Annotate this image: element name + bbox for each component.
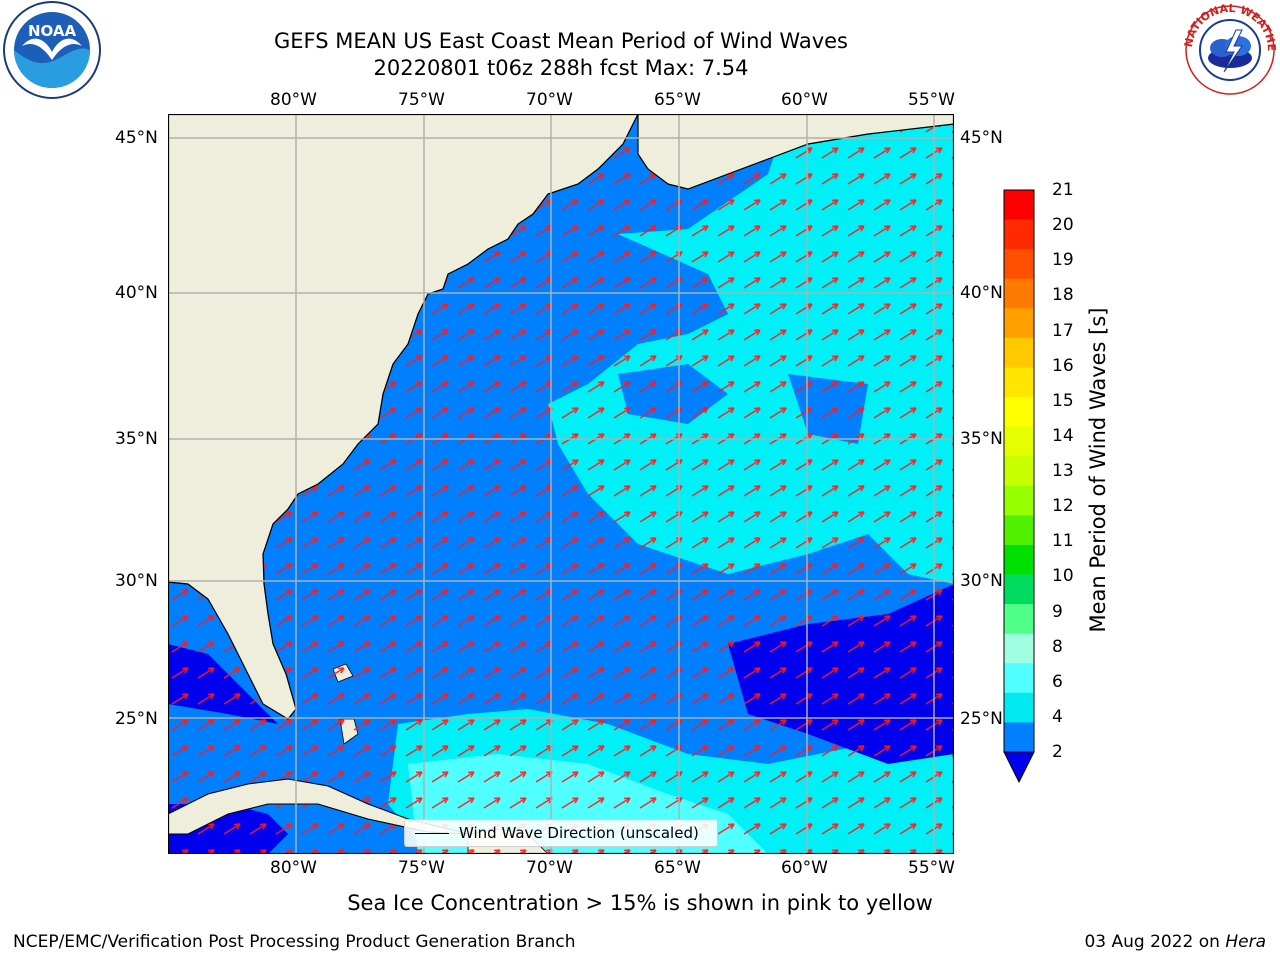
colorbar-segment — [1004, 515, 1034, 546]
lon-tick-top-80: 80°W — [270, 90, 317, 110]
colorbar-tick-label: 9 — [1052, 601, 1063, 622]
colorbar-ticks: 21 20 19 18 17 16 15 14 13 12 11 10 9 8 6 4 2 — [1052, 0, 1092, 960]
colorbar-border — [1003, 189, 1035, 753]
legend-line-swatch — [415, 832, 449, 834]
lon-tick-top-60: 60°W — [781, 90, 828, 110]
lat-tick-left-40: 40°N — [115, 283, 158, 303]
colorbar-tick-label: 6 — [1052, 671, 1063, 692]
colorbar-segment — [1004, 278, 1034, 309]
lat-tick-right-25: 25°N — [960, 709, 1003, 729]
colorbar-segment — [1004, 308, 1034, 339]
nws-logo: NATIONAL WEATHER SERVICE — [1178, 0, 1278, 95]
lon-tick-bottom-55: 55°W — [908, 858, 955, 878]
colorbar-segment — [1004, 190, 1034, 221]
colorbar-segment — [1004, 604, 1034, 635]
map-panel — [168, 114, 954, 854]
footer-credit: NCEP/EMC/Verification Post Processing Pr… — [13, 932, 576, 952]
colorbar-tick-label: 17 — [1052, 320, 1074, 341]
colorbar-label: Mean Period of Wind Waves [s] — [1086, 307, 1110, 633]
colorbar-segment — [1004, 692, 1034, 723]
chart-title: GEFS MEAN US East Coast Mean Period of W… — [274, 29, 848, 53]
sea-ice-note: Sea Ice Concentration > 15% is shown in … — [347, 891, 933, 915]
lon-tick-top-55: 55°W — [908, 90, 955, 110]
colorbar-tick-label: 15 — [1052, 390, 1074, 411]
colorbar-segment — [1004, 219, 1034, 250]
colorbar-tick-label: 12 — [1052, 496, 1074, 517]
lat-tick-right-30: 30°N — [960, 571, 1003, 591]
colorbar-tick-label: 18 — [1052, 285, 1074, 306]
colorbar-tick-label: 2 — [1052, 742, 1063, 762]
colorbar-segment — [1004, 249, 1034, 280]
noaa-logo: NOAA — [3, 1, 101, 99]
footer-date: 03 Aug 2022 on Hera — [1084, 932, 1266, 952]
footer-date-text: 03 Aug 2022 on — [1084, 932, 1226, 952]
lon-tick-bottom-65: 65°W — [654, 858, 701, 878]
colorbar-segment — [1004, 456, 1034, 487]
lon-tick-top-70: 70°W — [526, 90, 573, 110]
colorbar-tick-label: 8 — [1052, 636, 1063, 657]
noaa-logo-text: NOAA — [28, 22, 77, 40]
lat-tick-left-35: 35°N — [115, 429, 158, 449]
lon-tick-bottom-60: 60°W — [781, 858, 828, 878]
lon-tick-bottom-75: 75°W — [398, 858, 445, 878]
colorbar-segment — [1004, 485, 1034, 516]
colorbar-tick-label: 14 — [1052, 425, 1074, 446]
chart-subtitle: 20220801 t06z 288h fcst Max: 7.54 — [373, 56, 749, 80]
lon-tick-bottom-70: 70°W — [526, 858, 573, 878]
colorbar-segment — [1004, 574, 1034, 605]
lat-tick-right-35: 35°N — [960, 429, 1003, 449]
lon-tick-top-65: 65°W — [654, 90, 701, 110]
colorbar-tick-label: 19 — [1052, 250, 1074, 271]
colorbar-tick-label: 21 — [1052, 180, 1074, 200]
colorbar-tick-label: 4 — [1052, 706, 1063, 727]
colorbar-segment — [1004, 426, 1034, 457]
legend-label: Wind Wave Direction (unscaled) — [459, 824, 699, 842]
lon-tick-top-75: 75°W — [398, 90, 445, 110]
colorbar-extend-triangle — [1003, 751, 1035, 784]
footer-host: Hera — [1225, 932, 1266, 952]
lat-tick-left-25: 25°N — [115, 709, 158, 729]
colorbar-tick-label: 11 — [1052, 531, 1074, 552]
lon-tick-bottom-80: 80°W — [270, 858, 317, 878]
colorbar-segment — [1004, 722, 1034, 753]
lat-tick-left-30: 30°N — [115, 571, 158, 591]
colorbar-segment — [1004, 544, 1034, 576]
lat-tick-right-40: 40°N — [960, 283, 1003, 303]
colorbar — [1003, 189, 1035, 784]
map-legend: Wind Wave Direction (unscaled) — [404, 819, 718, 847]
colorbar-segment — [1004, 663, 1034, 694]
graticule — [168, 114, 954, 854]
colorbar-segment — [1004, 397, 1034, 428]
colorbar-tick-label: 10 — [1052, 566, 1074, 587]
colorbar-tick-label: 20 — [1052, 215, 1074, 236]
colorbar-segment — [1004, 633, 1034, 664]
colorbar-tick-label: 16 — [1052, 355, 1074, 376]
colorbar-segment — [1004, 367, 1034, 398]
colorbar-segment — [1004, 337, 1034, 368]
lat-tick-left-45: 45°N — [115, 128, 158, 148]
colorbar-tick-label: 13 — [1052, 461, 1074, 481]
lat-tick-right-45: 45°N — [960, 128, 1003, 148]
